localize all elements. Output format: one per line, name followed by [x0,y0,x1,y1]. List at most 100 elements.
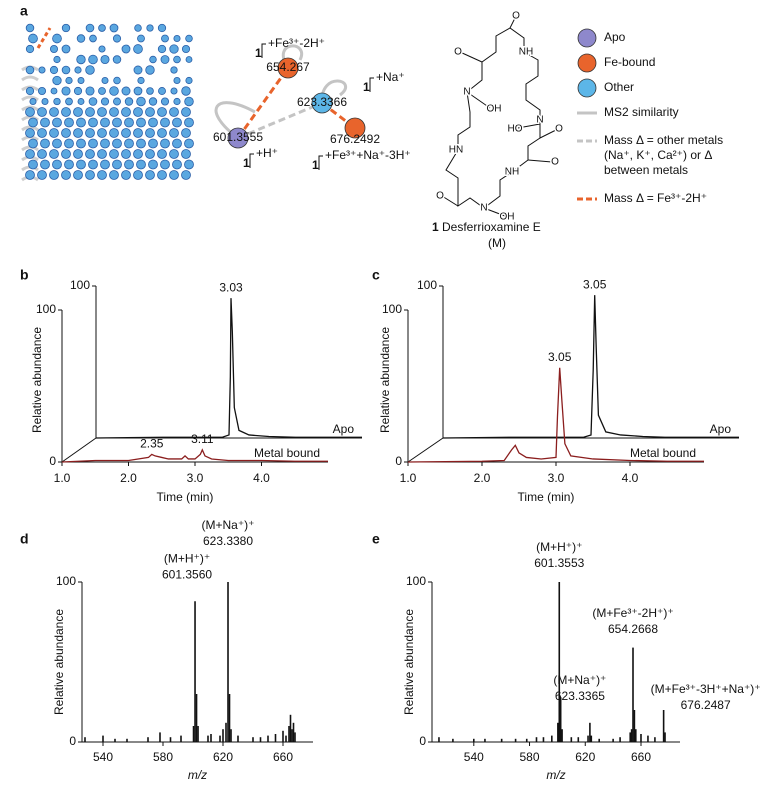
overview-node [137,34,145,43]
atom-label: N [536,115,543,126]
overview-node [76,54,86,65]
overview-node [64,159,74,170]
overview-node [49,170,59,180]
overview-node [74,66,82,74]
overview-node [109,107,119,117]
y-tick-label: 100 [406,574,426,588]
overview-node [161,34,169,43]
overview-node [41,97,49,106]
overview-node [52,138,62,149]
overview-node [148,117,158,128]
molecule [441,15,557,217]
overview-node [25,170,35,180]
x-tick-label: 4.0 [622,471,639,485]
overview-node [113,97,121,106]
bond [441,195,459,207]
overview-node [88,97,98,106]
x-tick-label: 660 [631,750,651,764]
overview-node [124,117,134,128]
overview-node [112,159,122,170]
annotation-compound: 1 [255,46,262,60]
overview-node [173,76,181,85]
overview-node [157,128,167,138]
overview-node [85,107,95,117]
overview-node [101,77,109,84]
overview-node [37,128,47,138]
bond [527,159,553,163]
overview-node [137,76,145,85]
overview-node [169,170,179,180]
overview-node [134,24,142,32]
annotation-bracket [318,155,323,170]
panel-label: a [20,3,28,19]
overview-node [88,138,98,149]
overview-node [100,54,110,65]
overview-node [149,55,157,64]
overview-node [97,170,107,180]
overview-node [133,170,143,180]
y-axis-label: Relative abundance [378,327,392,433]
overview-node [98,24,106,32]
network-node [227,127,249,149]
x-tick-label: 1.0 [400,471,417,485]
legend-swatch [577,53,597,73]
overview-node [37,170,47,180]
peak-annotation: 601.3560 [162,567,212,581]
overview-node [61,23,71,33]
overview-node [49,65,59,75]
overview-node [37,107,47,117]
overview-node [160,138,170,149]
compound-number: 1 [432,220,439,234]
overview-node [121,107,131,117]
overview-node [157,170,167,180]
overview-node [113,76,121,85]
overview-node [109,23,119,33]
y-tick-label: 0 [395,454,402,468]
overview-node [73,86,83,96]
overview-node [124,159,134,170]
bond [517,123,541,129]
annotation-bracket [249,153,254,168]
peak-annotation: (M+Fe³⁺-3H⁺+Na⁺)⁺ [651,682,761,696]
x-axis-label: Time (min) [518,490,575,504]
overview-node [100,138,110,149]
legend-label: Mass Δ = other metals [604,133,723,147]
y-tick-label: 0 [69,734,76,748]
atom-label: HO [508,124,523,135]
peak-label: 3.05 [548,350,572,364]
overview-node [61,149,71,159]
overview-node [133,107,143,117]
panel-label: c [372,267,380,283]
bond [459,51,483,63]
overview-node [109,86,119,96]
overview-node [145,128,155,138]
overview-node [181,170,191,180]
overview-node [170,87,178,95]
overview-node [61,107,71,117]
overview-node [136,96,146,107]
overview-node [85,65,95,75]
x-tick-label: 660 [273,750,293,764]
overview-node [112,138,122,149]
legend-swatch [577,28,597,48]
trace [407,367,704,463]
overview-node [98,87,106,95]
overview-node [49,107,59,117]
overview-fe-edge [36,27,52,49]
annotation-compound: 1 [363,80,370,94]
overview-node [181,86,191,96]
trace [95,298,362,439]
overview-node [28,33,38,44]
overview-node [37,86,47,96]
x-tick-label: 540 [464,750,484,764]
panel-label: e [372,531,380,547]
overview-node [112,34,122,43]
legend-label: Other [604,80,634,94]
overview-node [136,138,146,149]
overview-node [76,34,86,43]
x-tick-label: 580 [520,750,540,764]
y-axis-label: Relative abundance [30,327,44,433]
overview-node [181,44,191,54]
overview-node [184,117,194,128]
peak-label: 3.03 [219,280,243,294]
